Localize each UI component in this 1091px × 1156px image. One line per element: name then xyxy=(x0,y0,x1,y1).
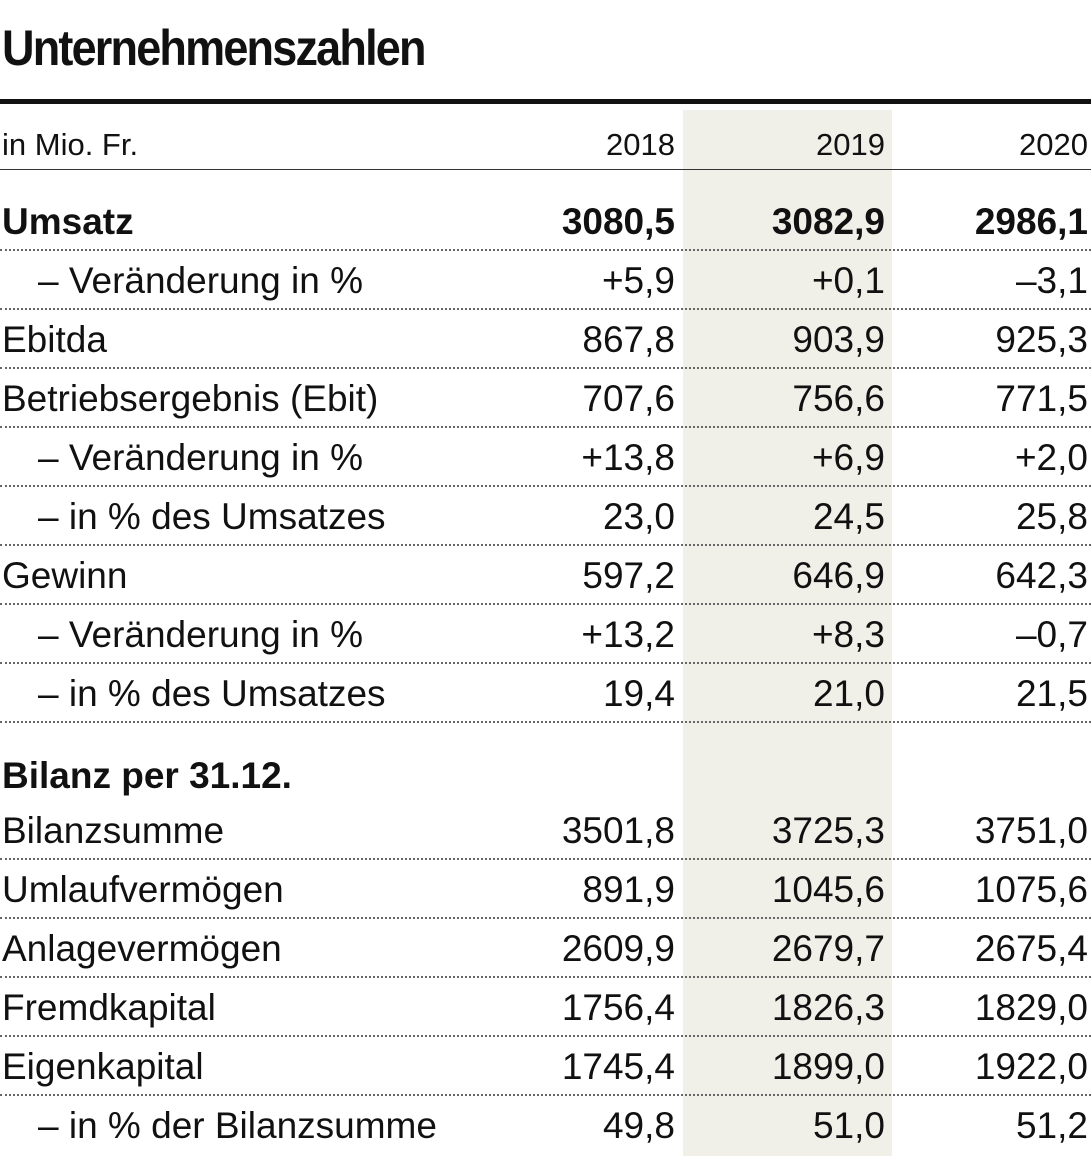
dotted-rule xyxy=(0,1094,1091,1096)
header-label: in Mio. Fr. xyxy=(2,127,139,162)
row-value: 2609,9 xyxy=(561,928,675,969)
dotted-rule xyxy=(0,485,1091,487)
row-value: 756,6 xyxy=(792,378,885,419)
row-label: – in % der Bilanzsumme xyxy=(38,1105,437,1146)
row-value: 2675,4 xyxy=(974,928,1088,969)
row-value: 1075,6 xyxy=(974,869,1088,910)
row-value: 1826,3 xyxy=(771,987,885,1028)
row-label: Anlagevermögen xyxy=(2,928,282,969)
row-value: 51,2 xyxy=(1015,1105,1088,1146)
row-label: Bilanzsumme xyxy=(2,810,225,851)
row-label: Gewinn xyxy=(2,555,128,596)
header-year: 2018 xyxy=(606,127,675,162)
row-value: 2986,1 xyxy=(974,201,1088,242)
row-value: 1045,6 xyxy=(771,869,885,910)
row-value: 771,5 xyxy=(995,378,1088,419)
dotted-rule xyxy=(0,249,1091,251)
row-value: –0,7 xyxy=(1015,614,1088,655)
dotted-rule xyxy=(0,426,1091,428)
row-label: Fremdkapital xyxy=(2,987,216,1028)
header-rule xyxy=(0,169,1091,170)
row-label: Eigenkapital xyxy=(2,1046,204,1087)
dotted-rule xyxy=(0,308,1091,310)
dotted-rule xyxy=(0,603,1091,605)
row-value: 3501,8 xyxy=(561,810,675,851)
row-value: 646,9 xyxy=(792,555,885,596)
row-label: – in % des Umsatzes xyxy=(38,673,386,714)
row-value: 3751,0 xyxy=(974,810,1088,851)
row-value: 891,9 xyxy=(582,869,675,910)
section-heading: Bilanz per 31.12. xyxy=(2,755,292,796)
row-value: +2,0 xyxy=(1014,437,1088,478)
row-value: 867,8 xyxy=(582,319,675,360)
title: Unternehmenszahlen xyxy=(2,20,427,76)
row-label: Umlaufvermögen xyxy=(2,869,284,910)
row-label: Umsatz xyxy=(2,201,134,242)
row-value: 1899,0 xyxy=(771,1046,885,1087)
dotted-rule xyxy=(0,1035,1091,1037)
row-value: 903,9 xyxy=(792,319,885,360)
row-label: – in % des Umsatzes xyxy=(38,496,386,537)
row-label: – Veränderung in % xyxy=(38,260,364,301)
row-value: 51,0 xyxy=(812,1105,885,1146)
row-value: +5,9 xyxy=(601,260,675,301)
row-value: 1745,4 xyxy=(561,1046,675,1087)
dotted-rule xyxy=(0,662,1091,664)
row-value: 24,5 xyxy=(812,496,885,537)
dotted-rule xyxy=(0,858,1091,860)
top-rule xyxy=(0,99,1091,104)
header-year: 2020 xyxy=(1019,127,1088,162)
row-value: 1829,0 xyxy=(974,987,1088,1028)
row-value: 925,3 xyxy=(995,319,1088,360)
row-label: Ebitda xyxy=(2,319,107,360)
row-value: 1756,4 xyxy=(561,987,675,1028)
row-value: 25,8 xyxy=(1015,496,1088,537)
row-value: +6,9 xyxy=(811,437,885,478)
row-value: 21,0 xyxy=(812,673,885,714)
row-value: –3,1 xyxy=(1015,260,1088,301)
row-value: 642,3 xyxy=(995,555,1088,596)
dotted-rule xyxy=(0,721,1091,723)
row-value: 21,5 xyxy=(1015,673,1088,714)
dotted-rule xyxy=(0,367,1091,369)
row-label: – Veränderung in % xyxy=(38,437,364,478)
row-value: 3082,9 xyxy=(771,201,885,242)
header-year: 2019 xyxy=(816,127,885,162)
row-value: 2679,7 xyxy=(771,928,885,969)
row-value: +0,1 xyxy=(811,260,885,301)
row-value: 597,2 xyxy=(582,555,675,596)
row-value: 1922,0 xyxy=(974,1046,1088,1087)
dotted-rule xyxy=(0,544,1091,546)
row-value: 3080,5 xyxy=(561,201,675,242)
row-value: 3725,3 xyxy=(771,810,885,851)
dotted-rule xyxy=(0,917,1091,919)
row-value: +8,3 xyxy=(811,614,885,655)
column-shade xyxy=(683,110,892,1156)
row-value: 23,0 xyxy=(602,496,675,537)
row-label: – Veränderung in % xyxy=(38,614,364,655)
row-label: Betriebsergebnis (Ebit) xyxy=(2,378,379,419)
row-value: 707,6 xyxy=(582,378,675,419)
row-value: 49,8 xyxy=(602,1105,675,1146)
dotted-rule xyxy=(0,976,1091,978)
row-value: +13,2 xyxy=(581,614,675,655)
row-value: +13,8 xyxy=(581,437,675,478)
row-value: 19,4 xyxy=(602,673,675,714)
